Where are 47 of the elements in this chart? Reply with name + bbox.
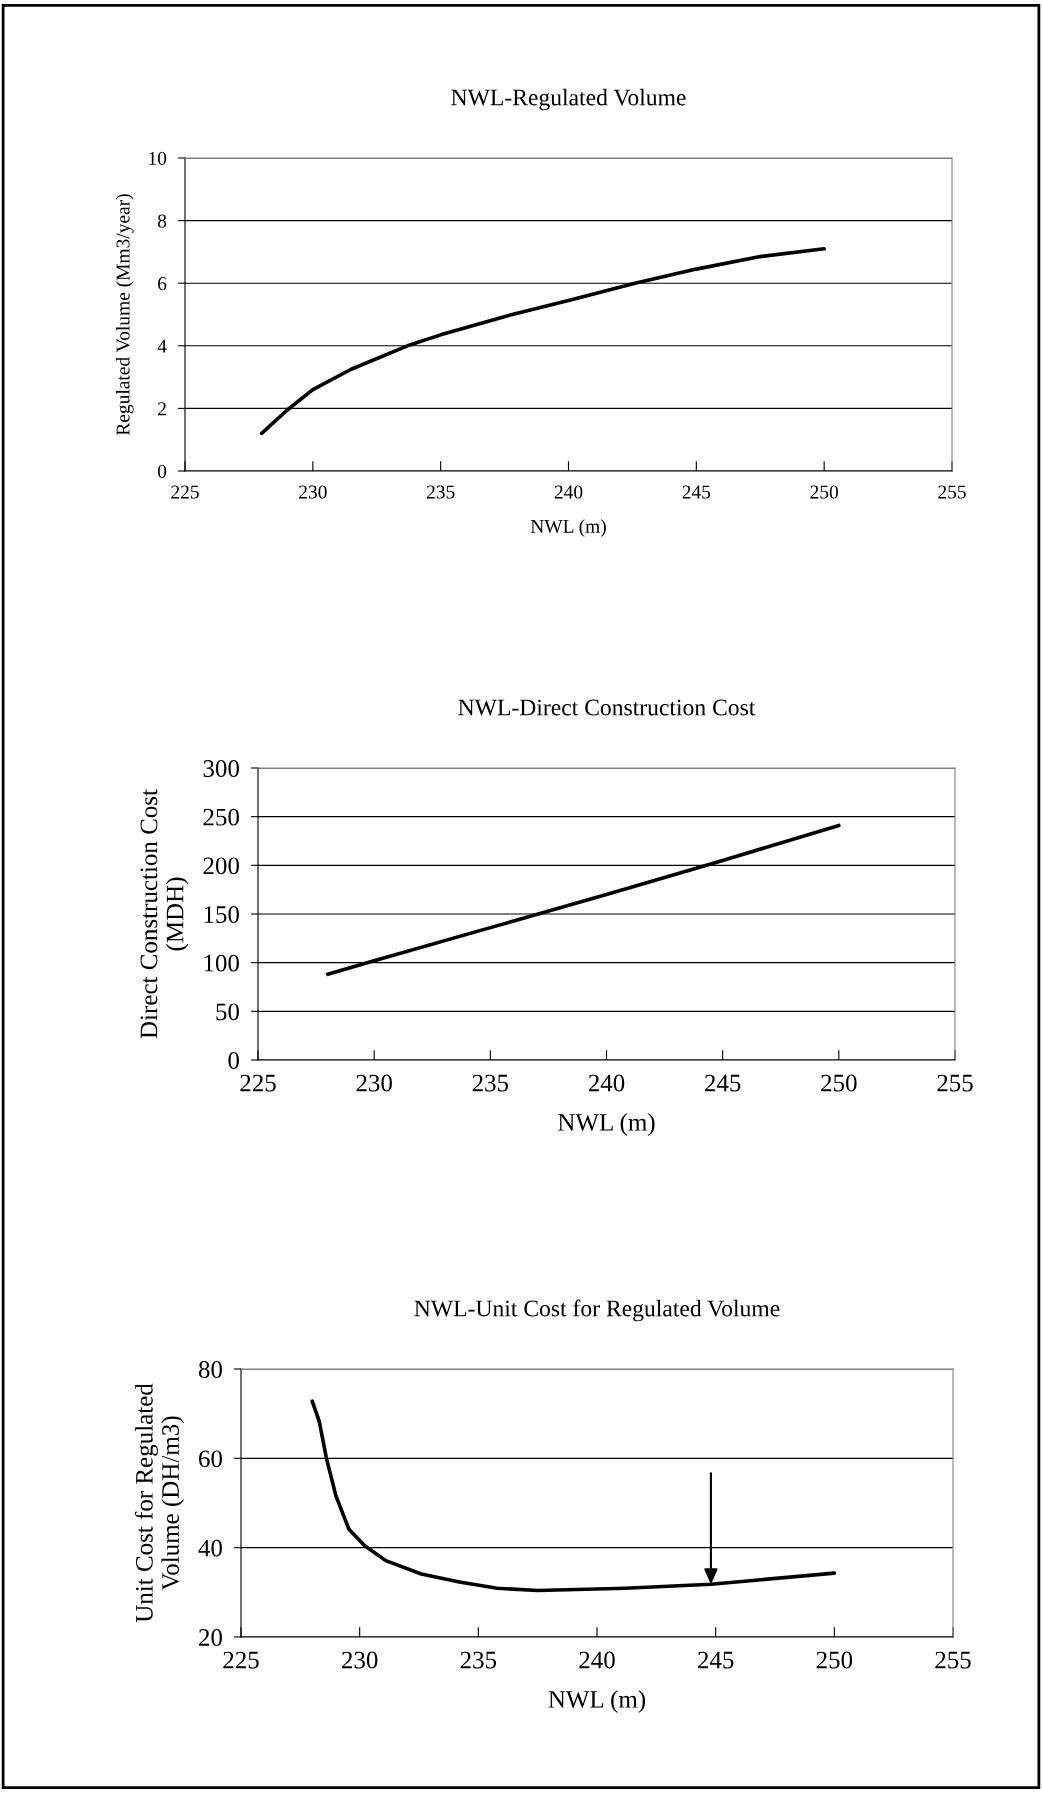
x-tick-label: 235 xyxy=(472,1074,509,1092)
y-tick-label: 300 xyxy=(203,760,239,777)
y-tick-label: 0 xyxy=(157,464,167,478)
y-axis-title: Regulated Volume (Mm3/year) xyxy=(115,194,134,436)
y-tick-label: 20 xyxy=(199,1629,222,1646)
x-tick-label: 235 xyxy=(426,485,455,499)
y-tick-label: 8 xyxy=(157,214,167,228)
x-tick-label: 245 xyxy=(682,485,711,499)
x-tick-label: 240 xyxy=(579,1651,615,1669)
x-tick-label: 245 xyxy=(705,1074,741,1092)
y-tick-label: 80 xyxy=(198,1361,222,1378)
x-tick-label: 255 xyxy=(937,1074,973,1092)
chart-title: NWL-Unit Cost for Regulated Volume xyxy=(414,1299,780,1322)
y-axis-title: Direct Construction Cost (MDH) xyxy=(140,789,189,1039)
x-tick-label: 225 xyxy=(171,485,199,499)
x-tick-label: 250 xyxy=(810,485,839,499)
x-axis-title: NWL (m) xyxy=(530,519,606,537)
y-axis-title: Unit Cost for Regulated Volume (DH/m3) xyxy=(134,1383,185,1623)
chart-title: NWL-Regulated Volume xyxy=(451,88,686,111)
x-tick-label: 235 xyxy=(460,1651,497,1669)
y-tick-label: 10 xyxy=(149,151,167,165)
y-tick-label: 50 xyxy=(216,1003,239,1021)
y-tick-label: 100 xyxy=(204,954,239,972)
y-tick-label: 4 xyxy=(157,339,167,353)
x-tick-label: 255 xyxy=(935,1651,971,1669)
x-tick-label: 230 xyxy=(342,1651,378,1669)
x-tick-label: 225 xyxy=(240,1074,276,1092)
x-tick-label: 230 xyxy=(356,1074,392,1092)
y-tick-label: 6 xyxy=(158,277,167,291)
y-tick-label: 250 xyxy=(203,808,239,826)
x-tick-label: 230 xyxy=(299,485,327,499)
x-tick-label: 240 xyxy=(588,1074,625,1092)
x-tick-label: 240 xyxy=(554,485,583,499)
y-tick-label: 40 xyxy=(198,1539,222,1557)
x-tick-label: 255 xyxy=(938,485,966,499)
y-tick-label: 2 xyxy=(158,402,166,416)
x-axis-title: NWL (m) xyxy=(548,1690,646,1713)
x-tick-label: 250 xyxy=(816,1651,853,1669)
chart-title: NWL-Direct Construction Cost xyxy=(458,699,756,716)
y-tick-label: 0 xyxy=(228,1052,239,1069)
x-tick-label: 225 xyxy=(223,1651,259,1669)
x-tick-label: 245 xyxy=(698,1651,734,1669)
x-axis-title: NWL (m) xyxy=(558,1113,655,1136)
y-tick-label: 150 xyxy=(204,906,239,923)
y-tick-label: 200 xyxy=(203,857,239,875)
x-tick-label: 250 xyxy=(821,1074,857,1092)
y-tick-label: 60 xyxy=(199,1450,222,1468)
